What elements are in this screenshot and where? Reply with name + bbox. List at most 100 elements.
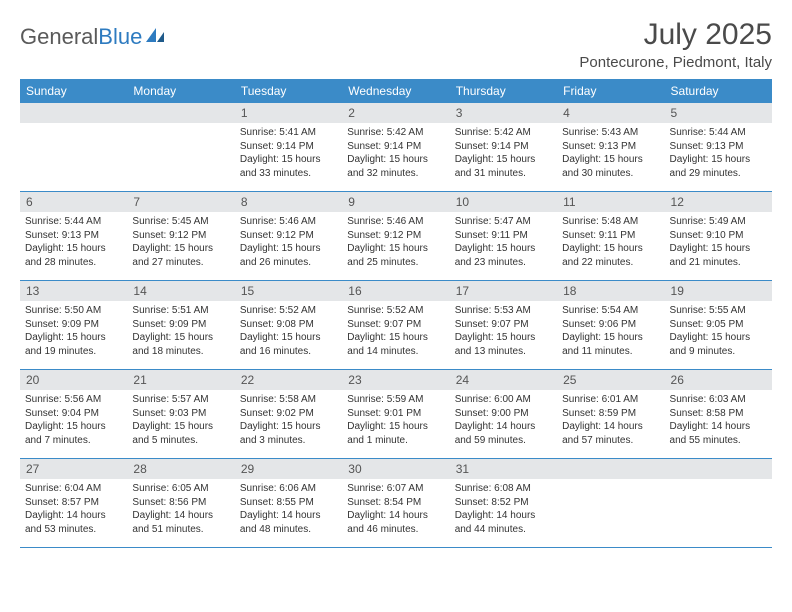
day-header-cell: Thursday bbox=[450, 79, 557, 103]
calendar-cell: 10Sunrise: 5:47 AMSunset: 9:11 PMDayligh… bbox=[450, 192, 557, 280]
sunset-line: Sunset: 9:13 PM bbox=[562, 140, 659, 154]
sunset-line: Sunset: 8:52 PM bbox=[455, 496, 552, 510]
daylight-line: Daylight: 15 hours and 31 minutes. bbox=[455, 153, 552, 180]
cell-body: Sunrise: 5:59 AMSunset: 9:01 PMDaylight:… bbox=[342, 390, 449, 452]
cell-body: Sunrise: 5:58 AMSunset: 9:02 PMDaylight:… bbox=[235, 390, 342, 452]
sunset-line: Sunset: 9:07 PM bbox=[347, 318, 444, 332]
sunset-line: Sunset: 9:11 PM bbox=[562, 229, 659, 243]
cell-body: Sunrise: 5:46 AMSunset: 9:12 PMDaylight:… bbox=[342, 212, 449, 274]
sunrise-line: Sunrise: 5:41 AM bbox=[240, 126, 337, 140]
cell-body: Sunrise: 5:53 AMSunset: 9:07 PMDaylight:… bbox=[450, 301, 557, 363]
logo-sail-icon bbox=[145, 24, 167, 50]
sunrise-line: Sunrise: 5:43 AM bbox=[562, 126, 659, 140]
daylight-line: Daylight: 15 hours and 5 minutes. bbox=[132, 420, 229, 447]
week-row: 27Sunrise: 6:04 AMSunset: 8:57 PMDayligh… bbox=[20, 459, 772, 548]
sunrise-line: Sunrise: 5:51 AM bbox=[132, 304, 229, 318]
sunrise-line: Sunrise: 5:54 AM bbox=[562, 304, 659, 318]
calendar-cell: 12Sunrise: 5:49 AMSunset: 9:10 PMDayligh… bbox=[665, 192, 772, 280]
daylight-line: Daylight: 15 hours and 22 minutes. bbox=[562, 242, 659, 269]
day-number: 23 bbox=[342, 370, 449, 390]
calendar-cell: 24Sunrise: 6:00 AMSunset: 9:00 PMDayligh… bbox=[450, 370, 557, 458]
sunset-line: Sunset: 9:04 PM bbox=[25, 407, 122, 421]
sunset-line: Sunset: 9:05 PM bbox=[670, 318, 767, 332]
calendar-cell: 25Sunrise: 6:01 AMSunset: 8:59 PMDayligh… bbox=[557, 370, 664, 458]
day-number: 29 bbox=[235, 459, 342, 479]
sunrise-line: Sunrise: 5:55 AM bbox=[670, 304, 767, 318]
day-number bbox=[557, 459, 664, 479]
day-number bbox=[20, 103, 127, 123]
sunrise-line: Sunrise: 6:04 AM bbox=[25, 482, 122, 496]
cell-body: Sunrise: 5:56 AMSunset: 9:04 PMDaylight:… bbox=[20, 390, 127, 452]
calendar-cell: 9Sunrise: 5:46 AMSunset: 9:12 PMDaylight… bbox=[342, 192, 449, 280]
sunset-line: Sunset: 9:00 PM bbox=[455, 407, 552, 421]
day-number: 11 bbox=[557, 192, 664, 212]
daylight-line: Daylight: 14 hours and 59 minutes. bbox=[455, 420, 552, 447]
sunset-line: Sunset: 9:01 PM bbox=[347, 407, 444, 421]
cell-body: Sunrise: 6:00 AMSunset: 9:00 PMDaylight:… bbox=[450, 390, 557, 452]
day-number: 9 bbox=[342, 192, 449, 212]
logo: GeneralBlue bbox=[20, 18, 167, 50]
daylight-line: Daylight: 15 hours and 28 minutes. bbox=[25, 242, 122, 269]
cell-body: Sunrise: 5:43 AMSunset: 9:13 PMDaylight:… bbox=[557, 123, 664, 185]
calendar-cell: 7Sunrise: 5:45 AMSunset: 9:12 PMDaylight… bbox=[127, 192, 234, 280]
sunset-line: Sunset: 9:12 PM bbox=[240, 229, 337, 243]
day-number: 7 bbox=[127, 192, 234, 212]
cell-body: Sunrise: 6:04 AMSunset: 8:57 PMDaylight:… bbox=[20, 479, 127, 541]
sunrise-line: Sunrise: 5:48 AM bbox=[562, 215, 659, 229]
sunrise-line: Sunrise: 6:00 AM bbox=[455, 393, 552, 407]
sunrise-line: Sunrise: 5:44 AM bbox=[670, 126, 767, 140]
cell-body: Sunrise: 5:52 AMSunset: 9:07 PMDaylight:… bbox=[342, 301, 449, 363]
week-row: 13Sunrise: 5:50 AMSunset: 9:09 PMDayligh… bbox=[20, 281, 772, 370]
day-number: 3 bbox=[450, 103, 557, 123]
cell-body: Sunrise: 5:47 AMSunset: 9:11 PMDaylight:… bbox=[450, 212, 557, 274]
sunrise-line: Sunrise: 5:47 AM bbox=[455, 215, 552, 229]
day-number: 10 bbox=[450, 192, 557, 212]
day-number: 6 bbox=[20, 192, 127, 212]
cell-body: Sunrise: 5:46 AMSunset: 9:12 PMDaylight:… bbox=[235, 212, 342, 274]
sunset-line: Sunset: 8:56 PM bbox=[132, 496, 229, 510]
calendar: SundayMondayTuesdayWednesdayThursdayFrid… bbox=[20, 79, 772, 548]
daylight-line: Daylight: 15 hours and 21 minutes. bbox=[670, 242, 767, 269]
sunset-line: Sunset: 9:07 PM bbox=[455, 318, 552, 332]
logo-text-gray: General bbox=[20, 24, 98, 50]
sunset-line: Sunset: 8:59 PM bbox=[562, 407, 659, 421]
cell-body: Sunrise: 5:49 AMSunset: 9:10 PMDaylight:… bbox=[665, 212, 772, 274]
calendar-cell: 20Sunrise: 5:56 AMSunset: 9:04 PMDayligh… bbox=[20, 370, 127, 458]
day-header-cell: Wednesday bbox=[342, 79, 449, 103]
cell-body: Sunrise: 6:03 AMSunset: 8:58 PMDaylight:… bbox=[665, 390, 772, 452]
calendar-cell: 23Sunrise: 5:59 AMSunset: 9:01 PMDayligh… bbox=[342, 370, 449, 458]
sunrise-line: Sunrise: 5:57 AM bbox=[132, 393, 229, 407]
cell-body: Sunrise: 5:52 AMSunset: 9:08 PMDaylight:… bbox=[235, 301, 342, 363]
day-number: 12 bbox=[665, 192, 772, 212]
sunrise-line: Sunrise: 5:42 AM bbox=[455, 126, 552, 140]
calendar-cell: 17Sunrise: 5:53 AMSunset: 9:07 PMDayligh… bbox=[450, 281, 557, 369]
cell-body: Sunrise: 5:44 AMSunset: 9:13 PMDaylight:… bbox=[20, 212, 127, 274]
day-number: 2 bbox=[342, 103, 449, 123]
day-header-cell: Saturday bbox=[665, 79, 772, 103]
daylight-line: Daylight: 14 hours and 44 minutes. bbox=[455, 509, 552, 536]
calendar-cell: 19Sunrise: 5:55 AMSunset: 9:05 PMDayligh… bbox=[665, 281, 772, 369]
sunset-line: Sunset: 9:09 PM bbox=[132, 318, 229, 332]
calendar-cell: 2Sunrise: 5:42 AMSunset: 9:14 PMDaylight… bbox=[342, 103, 449, 191]
cell-body: Sunrise: 5:50 AMSunset: 9:09 PMDaylight:… bbox=[20, 301, 127, 363]
sunset-line: Sunset: 9:08 PM bbox=[240, 318, 337, 332]
cell-body: Sunrise: 5:55 AMSunset: 9:05 PMDaylight:… bbox=[665, 301, 772, 363]
day-number: 8 bbox=[235, 192, 342, 212]
daylight-line: Daylight: 14 hours and 48 minutes. bbox=[240, 509, 337, 536]
calendar-cell: 1Sunrise: 5:41 AMSunset: 9:14 PMDaylight… bbox=[235, 103, 342, 191]
sunset-line: Sunset: 9:02 PM bbox=[240, 407, 337, 421]
calendar-cell: 18Sunrise: 5:54 AMSunset: 9:06 PMDayligh… bbox=[557, 281, 664, 369]
calendar-cell: 4Sunrise: 5:43 AMSunset: 9:13 PMDaylight… bbox=[557, 103, 664, 191]
day-number: 31 bbox=[450, 459, 557, 479]
calendar-cell: 3Sunrise: 5:42 AMSunset: 9:14 PMDaylight… bbox=[450, 103, 557, 191]
sunset-line: Sunset: 8:54 PM bbox=[347, 496, 444, 510]
sunset-line: Sunset: 9:13 PM bbox=[25, 229, 122, 243]
sunrise-line: Sunrise: 5:59 AM bbox=[347, 393, 444, 407]
sunrise-line: Sunrise: 5:56 AM bbox=[25, 393, 122, 407]
cell-body: Sunrise: 6:08 AMSunset: 8:52 PMDaylight:… bbox=[450, 479, 557, 541]
calendar-cell: 5Sunrise: 5:44 AMSunset: 9:13 PMDaylight… bbox=[665, 103, 772, 191]
sunset-line: Sunset: 8:55 PM bbox=[240, 496, 337, 510]
daylight-line: Daylight: 14 hours and 46 minutes. bbox=[347, 509, 444, 536]
daylight-line: Daylight: 15 hours and 13 minutes. bbox=[455, 331, 552, 358]
week-row: 6Sunrise: 5:44 AMSunset: 9:13 PMDaylight… bbox=[20, 192, 772, 281]
